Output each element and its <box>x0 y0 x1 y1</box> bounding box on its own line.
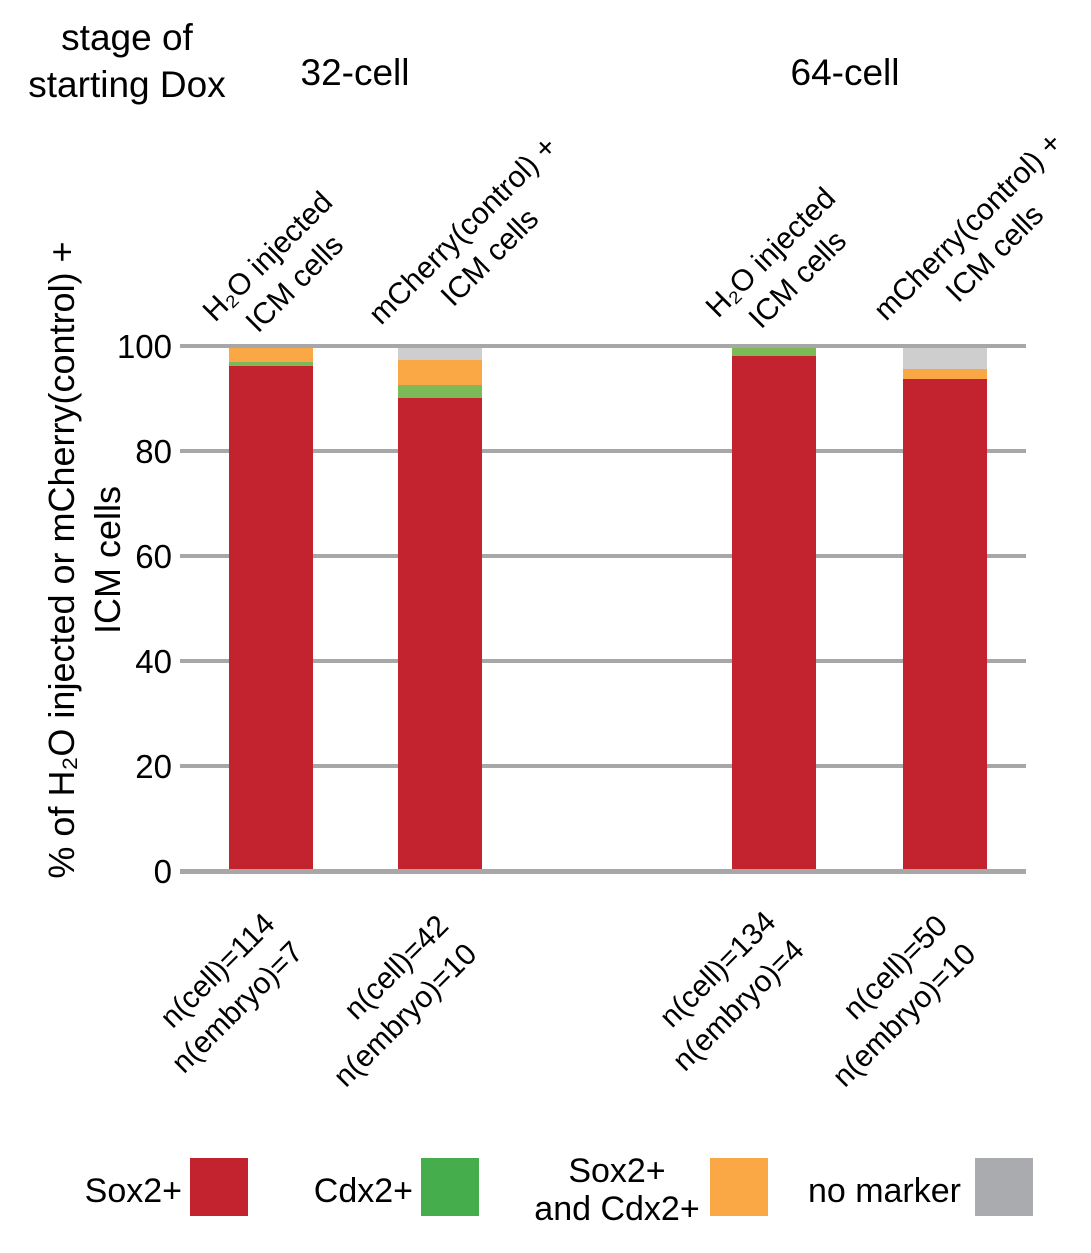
bar-segment-sox2 <box>903 379 987 869</box>
legend-swatch-sox2 <box>190 1158 248 1216</box>
bar-segment-sox2 <box>229 366 313 869</box>
legend-label-no-marker: no marker <box>807 1172 961 1210</box>
bar-segment-none <box>398 347 482 360</box>
column-label-2: mCherry(control) + ICM cells <box>361 129 592 360</box>
group-header-64-cell: 64-cell <box>790 52 900 93</box>
legend-label-sox2: Sox2+ <box>84 1172 182 1210</box>
column-label-4: mCherry(control) + ICM cells <box>866 125 1091 356</box>
column-label-3: H₂O injected ICM cells <box>698 180 871 353</box>
figure-title: stage of starting Dox <box>8 14 246 108</box>
gridline-80 <box>180 449 1026 453</box>
figure-title-line1: stage of <box>61 17 193 58</box>
n-label-1: n(cell)=114 n(embryo)=7 <box>135 905 312 1082</box>
legend-label-sox2-and-cdx2-line2: and Cdx2+ <box>534 1190 700 1228</box>
n-label-3: n(cell)=134 n(embryo)=4 <box>636 903 813 1080</box>
n-label-2: n(cell)=42 n(embryo)=10 <box>297 907 486 1096</box>
y-tick-0: 0 <box>153 853 172 890</box>
bar-32cell-mcherry <box>398 347 482 869</box>
gridline-40 <box>180 659 1026 663</box>
bar-32cell-h2o <box>229 348 313 869</box>
legend-swatch-cdx2 <box>421 1158 479 1216</box>
bar-segment-cdx2 <box>732 348 816 356</box>
bar-segment-cdx2 <box>398 385 482 398</box>
bar-segment-both <box>903 368 987 380</box>
legend-label-cdx2: Cdx2+ <box>313 1172 413 1210</box>
legend-label-sox2-and-cdx2-line1: Sox2+ <box>568 1152 666 1190</box>
n-label-4: n(cell)=50 n(embryo)=10 <box>796 907 985 1096</box>
gridline-20 <box>180 764 1026 768</box>
y-tick-60: 60 <box>135 538 172 575</box>
bar-64cell-h2o <box>732 348 816 869</box>
gridline-100 <box>180 344 1026 348</box>
legend-swatch-sox2-and-cdx2 <box>710 1158 768 1216</box>
bar-segment-none <box>903 348 987 369</box>
bar-segment-sox2 <box>732 355 816 869</box>
figure-title-line2: starting Dox <box>28 64 226 105</box>
y-tick-40: 40 <box>135 643 172 680</box>
legend-swatch-no-marker <box>975 1158 1033 1216</box>
y-tick-100: 100 <box>116 328 172 365</box>
legend-label-sox2-and-cdx2: Sox2+ and Cdx2+ <box>528 1152 706 1228</box>
y-tick-20: 20 <box>135 748 172 785</box>
y-tick-80: 80 <box>135 433 172 470</box>
bar-segment-sox2 <box>398 397 482 869</box>
gridline-60 <box>180 554 1026 558</box>
bar-segment-both <box>229 348 313 362</box>
group-header-32-cell: 32-cell <box>300 52 410 93</box>
bar-segment-both <box>398 360 482 385</box>
column-label-1: H₂O injected ICM cells <box>195 184 368 357</box>
bar-64cell-mcherry <box>903 348 987 869</box>
bar-segment-cdx2 <box>229 361 313 367</box>
x-axis-baseline <box>180 869 1026 874</box>
